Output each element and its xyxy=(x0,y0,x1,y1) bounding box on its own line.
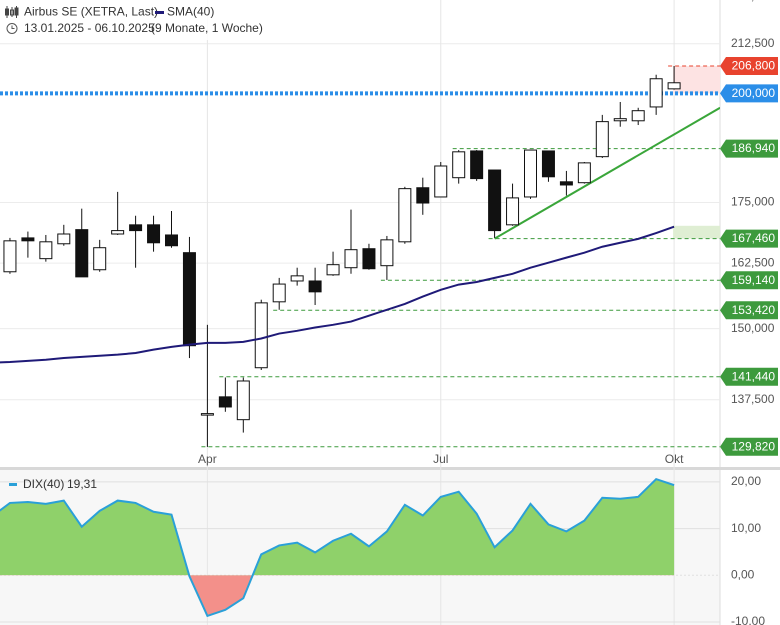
level-label: 159,140 xyxy=(732,273,776,287)
candle-body xyxy=(57,233,71,245)
level-label: 153,420 xyxy=(732,303,776,317)
y-tick-label: 137,500 xyxy=(731,392,775,406)
legend-label: SMA(40) xyxy=(167,5,214,19)
candle-body xyxy=(488,169,502,232)
candle-body xyxy=(165,234,178,247)
level-marker xyxy=(720,437,778,456)
candle-body xyxy=(362,248,376,270)
level-marker xyxy=(720,367,778,386)
y-tick-label: 162,500 xyxy=(731,255,775,269)
y-tick-label: 10,00 xyxy=(731,521,761,535)
level-marker xyxy=(720,56,778,75)
indicator-line xyxy=(0,477,675,618)
levels xyxy=(0,65,720,448)
y-tick-label: 212,500 xyxy=(731,36,775,50)
y-tick-label: 150,000 xyxy=(731,321,775,335)
candle-body xyxy=(613,118,627,122)
level-marker xyxy=(720,271,778,290)
candle-body xyxy=(39,241,53,260)
y-tick-label: 0,00 xyxy=(731,567,755,581)
candle-body xyxy=(416,187,430,204)
candle-body xyxy=(218,396,232,408)
positive-area xyxy=(0,479,675,576)
y-tick-label: 20,00 xyxy=(731,474,761,488)
level-label: 167,460 xyxy=(732,231,776,245)
candle-body xyxy=(236,380,250,421)
indicator-legend: DIX(40) 19,31 xyxy=(9,477,97,491)
plot xyxy=(0,65,720,447)
header-bg xyxy=(0,0,300,40)
level-marker xyxy=(720,229,778,248)
level-label: 200,000 xyxy=(732,86,776,100)
candle-body xyxy=(434,165,448,198)
trendline xyxy=(494,106,720,240)
candle-body xyxy=(470,150,484,180)
candle-body xyxy=(75,229,89,278)
candle-body xyxy=(524,149,537,198)
y-tick-label: 225,000 xyxy=(731,0,775,3)
level-label: 186,940 xyxy=(732,141,776,155)
indicator xyxy=(0,477,720,623)
level-label: 129,820 xyxy=(732,439,776,453)
x-tick-label: Apr xyxy=(198,452,217,466)
candle-body xyxy=(541,150,555,178)
x-tick-label: Jul xyxy=(433,452,448,466)
panel-separator xyxy=(0,467,780,470)
y-tick-label: -10,00 xyxy=(731,614,765,625)
level-marker xyxy=(720,84,778,103)
chart-title: Airbus SE (XETRA, Last) xyxy=(24,5,158,19)
negative-area xyxy=(189,575,253,616)
candle-body xyxy=(21,237,35,242)
candle-body xyxy=(667,82,681,90)
candle-body xyxy=(595,121,609,158)
candle-body xyxy=(111,230,125,235)
zone xyxy=(673,65,720,94)
legend-label: DIX(40) xyxy=(23,477,64,491)
candle-body xyxy=(129,224,143,232)
candle-body xyxy=(326,264,340,276)
candle-body xyxy=(506,197,520,226)
candle-icon xyxy=(5,6,19,18)
candle-body xyxy=(649,78,663,108)
zone xyxy=(673,225,720,239)
zones xyxy=(673,65,720,239)
header: Airbus SE (XETRA, Last) SMA(40) 13.01.20… xyxy=(0,0,300,40)
candle-body xyxy=(308,280,322,293)
axis: 225,000 212,500 175,000 162,500 150,000 137,5… xyxy=(198,0,778,625)
clock-hands xyxy=(11,25,15,29)
legend-value: 19,31 xyxy=(67,477,97,491)
candle-body xyxy=(559,181,573,186)
candle-body xyxy=(3,240,17,273)
y-tick-label: 175,000 xyxy=(731,195,775,209)
candle-body xyxy=(272,283,286,303)
candle-body xyxy=(577,162,591,184)
candle-body xyxy=(93,247,107,271)
candle-body xyxy=(452,151,466,179)
sma-line xyxy=(0,225,675,364)
candle-body xyxy=(182,252,196,347)
candle-body xyxy=(254,302,268,369)
level-label: 206,800 xyxy=(732,59,776,73)
candle-body xyxy=(398,188,412,243)
candle-body xyxy=(290,275,304,282)
level-label: 141,440 xyxy=(732,369,776,383)
clock-icon xyxy=(6,23,18,34)
candle-body xyxy=(200,413,214,416)
candle-body xyxy=(380,239,394,267)
candle-body xyxy=(147,224,161,244)
x-tick-label: Okt xyxy=(665,452,684,466)
period: (9 Monate, 1 Woche) xyxy=(151,21,263,35)
candle-body xyxy=(344,249,358,269)
date-range: 13.01.2025 - 06.10.2025 xyxy=(24,21,155,35)
level-marker xyxy=(720,301,778,320)
candle-body xyxy=(631,110,645,122)
level-marker xyxy=(720,139,778,158)
